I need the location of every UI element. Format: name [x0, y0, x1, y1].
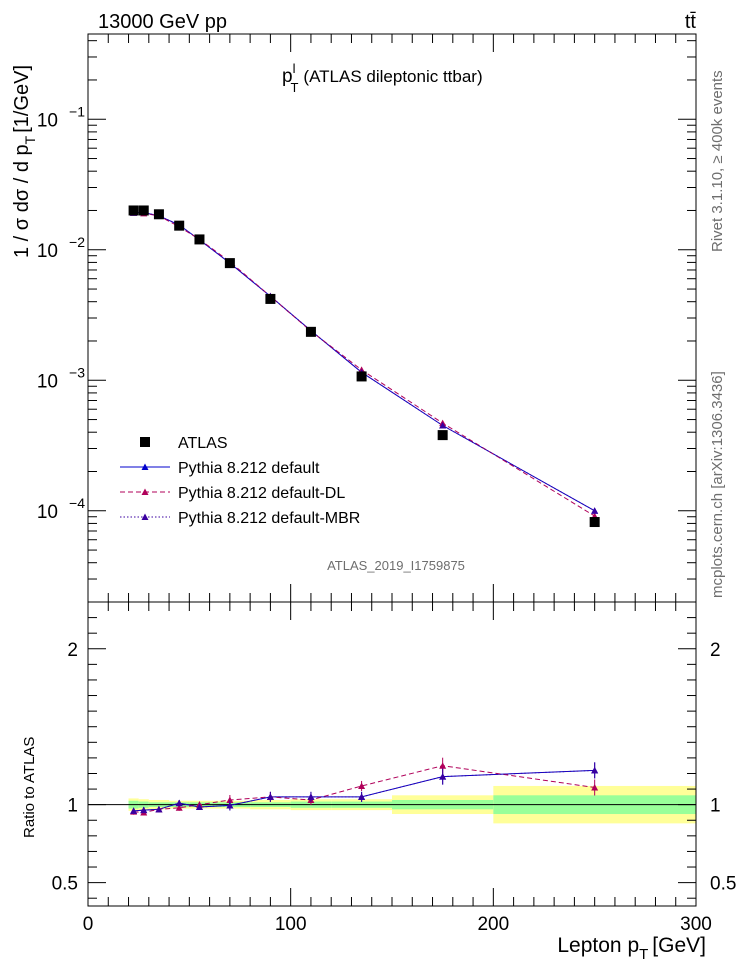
- ratio-ytick-label: 0.5: [52, 874, 78, 895]
- ratio-series-marker-1: [175, 804, 183, 811]
- rivet-version-label: Rivet 3.1.10, ≥ 400k events: [709, 70, 726, 252]
- main-title-text: (ATLAS dileptonic ttbar): [303, 67, 482, 86]
- ratio-ylabel: Ratio to ATLAS: [21, 737, 38, 838]
- ratio-series-marker-2: [307, 793, 315, 800]
- main-ytick-mantissa: 10: [37, 371, 58, 392]
- ratio-ytick-label-right: 1: [710, 796, 721, 817]
- main-title-sup: l: [293, 61, 296, 76]
- ratio-series-marker-2: [195, 803, 203, 811]
- main-ytick-label: 10: [37, 110, 58, 131]
- main-ylabel: 1 / σ dσ / d pT [1/GeV]: [11, 65, 38, 258]
- source-label: mcplots.cern.ch [arXiv:1306.3436]: [709, 371, 726, 598]
- ratio-series-marker-2: [266, 793, 274, 800]
- data-point: [437, 430, 448, 441]
- data-point: [153, 209, 164, 220]
- ratio-series-marker-2: [130, 807, 138, 814]
- main-title-sub: T: [290, 80, 298, 95]
- ratio-series-marker-2: [175, 799, 183, 807]
- ratio-series-marker-2: [439, 773, 447, 780]
- main-series-marker-3: [439, 422, 447, 429]
- legend-marker-2: [141, 488, 149, 495]
- legend-label-3: Pythia 8.212 default-MBR: [178, 510, 360, 527]
- legend-marker-data: [140, 437, 150, 447]
- xlabel: Lepton pT [GeV]: [557, 934, 706, 963]
- ratio-series-marker-2: [358, 793, 366, 800]
- analysis-label: ATLAS_2019_I1759875: [327, 558, 465, 573]
- data-point: [305, 326, 316, 337]
- xtick-label: 300: [680, 914, 712, 935]
- data-point: [224, 258, 235, 269]
- main-ytick-exponent: −3: [69, 364, 85, 380]
- main-ytick-label: 10: [37, 241, 58, 262]
- ratio-series-marker-2: [591, 766, 599, 774]
- energy-label: 13000 GeV pp: [98, 11, 227, 33]
- legend-marker-3: [141, 513, 149, 520]
- xtick-label: 100: [275, 914, 307, 935]
- ratio-series-marker-2: [140, 806, 148, 814]
- main-ytick-mantissa: 10: [37, 110, 58, 131]
- ratio-series-marker-2: [226, 801, 234, 809]
- main-series-line-2: [133, 212, 595, 517]
- main-title-symbol: p: [282, 66, 293, 87]
- ratio-series-marker-1: [226, 796, 234, 803]
- xtick-label: 0: [83, 914, 94, 935]
- main-ytick-exponent: −4: [69, 495, 85, 511]
- main-ytick-label: 10: [37, 371, 58, 392]
- ratio-series-marker-2: [155, 805, 163, 813]
- ratio-series-marker-1: [591, 784, 599, 791]
- data-point: [356, 371, 367, 382]
- ratio-ytick-label-right: 0.5: [710, 874, 736, 895]
- data-point: [265, 293, 276, 304]
- main-ylabel-text: 1 / σ dσ / d p: [11, 144, 33, 258]
- xlabel-text: Lepton p: [557, 934, 639, 957]
- data-point: [174, 220, 185, 231]
- main-ytick-mantissa: 10: [37, 502, 58, 523]
- xlabel-sub: T: [639, 946, 648, 963]
- ratio-series-marker-1: [439, 762, 447, 769]
- main-ylabel-unit: [1/GeV]: [11, 65, 33, 133]
- xtick-label: 200: [477, 914, 509, 935]
- main-ytick-label: 10: [37, 502, 58, 523]
- ratio-frame: [87, 601, 697, 907]
- legend-label-1: Pythia 8.212 default: [178, 460, 320, 477]
- legend-label-0: ATLAS: [178, 435, 228, 452]
- legend-marker-1: [141, 463, 149, 470]
- main-series-marker-3: [591, 507, 599, 514]
- main-ylabel-sub: T: [22, 135, 38, 144]
- data-point: [589, 517, 600, 528]
- legend-label-2: Pythia 8.212 default-DL: [178, 485, 345, 502]
- data-point: [128, 205, 139, 216]
- ratio-series-marker-1: [358, 782, 366, 789]
- main-ytick-exponent: −2: [69, 234, 85, 250]
- ratio-ytick-label: 1: [67, 796, 78, 817]
- data-point: [138, 205, 149, 216]
- ratio-ytick-label-right: 2: [710, 640, 721, 661]
- main-ytick-mantissa: 10: [37, 241, 58, 262]
- ratio-ytick-label: 2: [67, 640, 78, 661]
- xlabel-unit: [GeV]: [652, 934, 706, 957]
- data-point: [194, 234, 205, 245]
- main-ytick-exponent: −1: [69, 103, 85, 119]
- main-title: pl T (ATLAS dileptonic ttbar): [282, 61, 483, 95]
- process-label: tt̄: [685, 11, 697, 33]
